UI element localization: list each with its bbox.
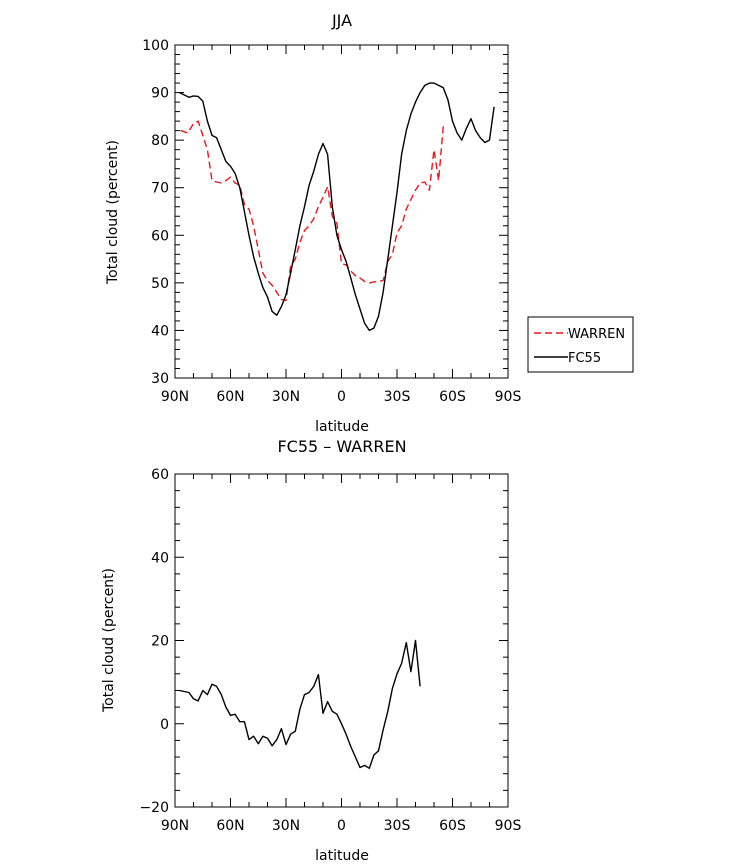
x-tick-label-top: 60S [439, 389, 466, 405]
x-tick-label-top: 60N [216, 389, 244, 405]
plot-frame-top [174, 44, 509, 379]
y-tick-label-top: 100 [142, 38, 169, 54]
series-line-bottom-0 [179, 639, 421, 769]
x-axis-label-bottom: latitude [315, 848, 369, 864]
x-tick-label-bottom: 60N [216, 818, 244, 834]
legend: WARREN FC55 [527, 316, 634, 373]
series-line-warren [180, 120, 444, 302]
y-tick-label-top: 30 [151, 371, 169, 387]
y-tick-label-bottom: 60 [151, 467, 169, 483]
chart-title-top: JJA [331, 11, 352, 30]
legend-label-fc55: FC55 [568, 351, 601, 366]
x-tick-label-bottom: 90N [161, 818, 189, 834]
series-line-fc55 [179, 82, 495, 332]
y-tick-label-top: 60 [151, 228, 169, 244]
y-tick-label-bottom: −20 [139, 800, 169, 816]
x-tick-label-top: 30N [272, 389, 300, 405]
legend-box [527, 316, 634, 373]
y-tick-label-top: 50 [151, 276, 169, 292]
x-tick-label-top: 0 [337, 389, 346, 405]
y-tick-label-bottom: 40 [151, 550, 169, 566]
y-axis-label-top: Total cloud (percent) [105, 140, 121, 285]
x-tick-label-bottom: 30S [384, 818, 411, 834]
y-tick-label-top: 40 [151, 323, 169, 339]
x-tick-label-top: 90S [495, 389, 522, 405]
chart-title-bottom: FC55 – WARREN [277, 437, 406, 456]
y-tick-label-top: 90 [151, 86, 169, 102]
y-axis-label-bottom: Total cloud (percent) [101, 568, 117, 713]
x-tick-label-bottom: 60S [439, 818, 466, 834]
legend-label-warren: WARREN [568, 327, 625, 342]
plot-frame-bottom [174, 473, 509, 808]
x-axis-label-top: latitude [315, 419, 369, 435]
y-tick-label-top: 70 [151, 181, 169, 197]
x-tick-label-bottom: 0 [337, 818, 346, 834]
plot-area-bottom: 90N 60N 30N 0 30S 60S 90S −20 0 20 40 60 [139, 467, 521, 834]
y-tick-label-top: 80 [151, 133, 169, 149]
x-tick-label-bottom: 90S [495, 818, 522, 834]
x-tick-label-top: 90N [161, 389, 189, 405]
x-tick-label-bottom: 30N [272, 818, 300, 834]
plot-area-top: 90N 60N 30N 0 30S 60S 90S 30 40 50 60 70 80 90 100 [142, 38, 521, 405]
y-tick-label-bottom: 0 [160, 717, 169, 733]
y-tick-label-bottom: 20 [151, 634, 169, 650]
x-tick-label-top: 30S [384, 389, 411, 405]
